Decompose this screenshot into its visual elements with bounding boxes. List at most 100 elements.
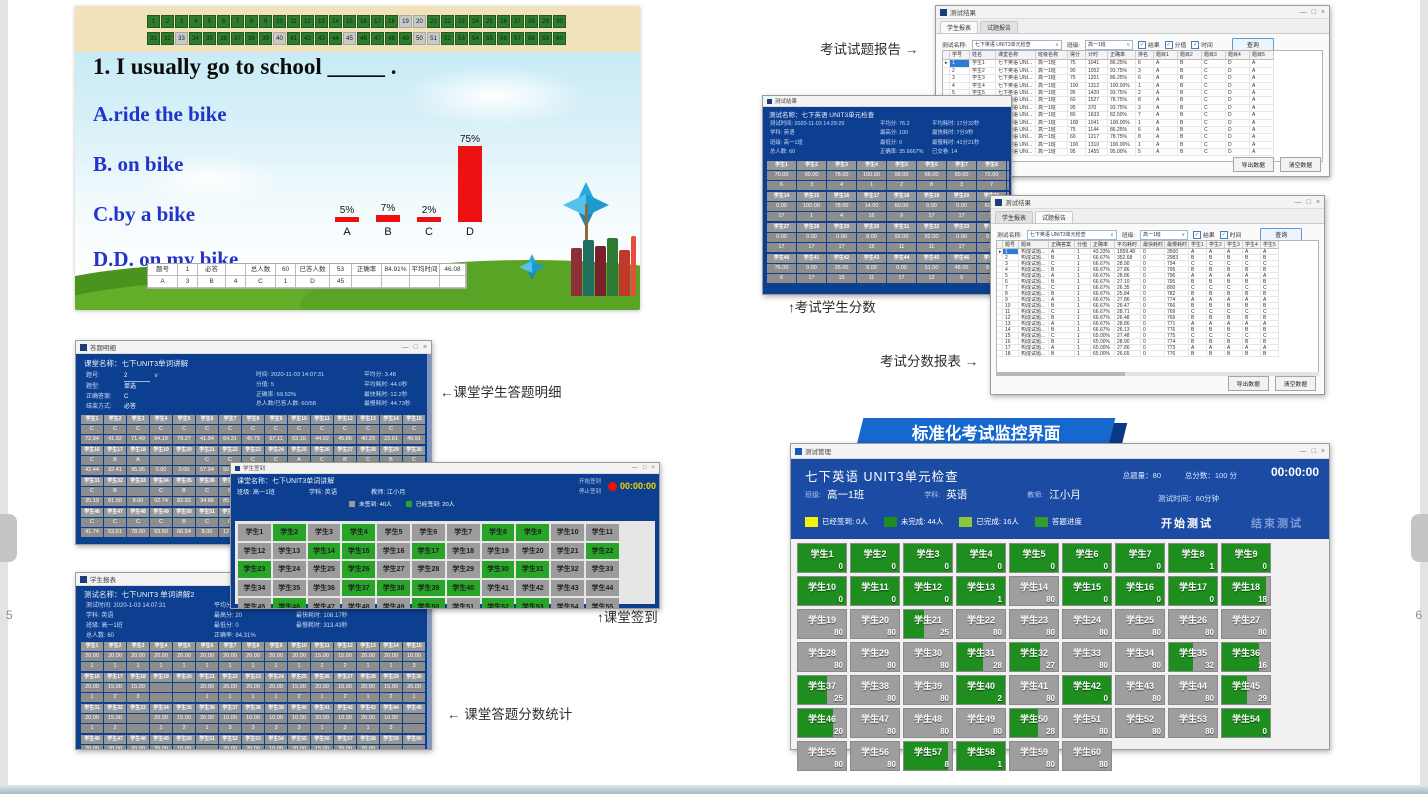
column-header[interactable]: 正确率: [1108, 51, 1136, 61]
question-number-cell[interactable]: 54: [469, 32, 482, 45]
monitor-student-cell[interactable]: 学生41 80: [1009, 675, 1059, 705]
monitor-student-cell[interactable]: 学生31 28: [956, 642, 1006, 672]
monitor-student-cell[interactable]: 学生32 27: [1009, 642, 1059, 672]
sign-student-cell[interactable]: 学生44: [585, 579, 619, 597]
page-number-right[interactable]: 6: [1415, 608, 1422, 622]
checkbox-checked-icon[interactable]: ✓: [1138, 40, 1147, 49]
question-number-cell[interactable]: 44: [329, 32, 342, 45]
monitor-student-cell[interactable]: 学生39 80: [903, 675, 953, 705]
column-header[interactable]: 学生5: [1261, 241, 1279, 249]
column-header[interactable]: 得分: [1068, 51, 1086, 61]
table-row[interactable]: 3 构成试题... C 1 66.67% 28.90 0 794 C C C C C: [997, 261, 1318, 267]
column-header[interactable]: 学生2: [1207, 241, 1225, 249]
table-row[interactable]: 14 构成试题... B 1 66.67% 26.13 0 776 B B B B B: [997, 327, 1318, 333]
question-number-cell[interactable]: 6: [217, 15, 230, 28]
maximize-icon[interactable]: □: [1311, 447, 1316, 455]
question-number-cell[interactable]: 58: [525, 32, 538, 45]
question-number-cell[interactable]: 27: [511, 15, 524, 28]
question-number-cell[interactable]: 59: [539, 32, 552, 45]
question-number-cell[interactable]: 16: [357, 15, 370, 28]
sign-student-cell[interactable]: 学生1: [238, 524, 271, 541]
sign-student-cell[interactable]: 学生37: [342, 579, 376, 597]
column-header[interactable]: 最快耗时: [1141, 241, 1165, 249]
test-name-select[interactable]: 七下英语 UNIT3单元检查 ∨: [1026, 229, 1117, 240]
sign-student-cell[interactable]: 学生45: [238, 598, 271, 608]
monitor-student-cell[interactable]: 学生22 80: [956, 609, 1006, 639]
sign-student-cell[interactable]: 学生28: [411, 561, 445, 578]
question-number-cell[interactable]: 20: [413, 15, 426, 28]
question-number-cell[interactable]: 11: [287, 15, 300, 28]
monitor-student-cell[interactable]: 学生26 80: [1168, 609, 1218, 639]
maximize-icon[interactable]: □: [1306, 198, 1311, 206]
monitor-student-cell[interactable]: 学生42 0: [1062, 675, 1112, 705]
question-number-cell[interactable]: 7: [231, 15, 244, 28]
monitor-student-cell[interactable]: 学生5 0: [1009, 543, 1059, 573]
question-number-cell[interactable]: 47: [371, 32, 384, 45]
monitor-student-cell[interactable]: 学生21 25: [903, 609, 953, 639]
monitor-student-cell[interactable]: 学生60 80: [1062, 741, 1112, 771]
column-header[interactable]: 题目3: [1202, 51, 1226, 61]
sign-student-cell[interactable]: 学生21: [551, 542, 584, 560]
question-number-cell[interactable]: 45: [343, 32, 356, 45]
checkbox-checked-icon[interactable]: ✓: [1164, 40, 1173, 49]
table-row[interactable]: 7 构成试题... C 1 66.67% 26.35 0 800 C C C C C: [997, 285, 1318, 291]
class-select[interactable]: 高一1班 ∨: [1140, 229, 1189, 240]
monitor-student-cell[interactable]: 学生46 20: [797, 708, 847, 738]
monitor-student-cell[interactable]: 学生19 80: [797, 609, 847, 639]
table-row[interactable]: 15 构成试题... C 1 65.00% 27.48 0 775 C C C C C: [997, 333, 1318, 339]
question-number-cell[interactable]: 22: [441, 15, 454, 28]
monitor-student-cell[interactable]: 学生33 80: [1062, 642, 1112, 672]
monitor-student-cell[interactable]: 学生58 1: [956, 741, 1006, 771]
question-number-cell[interactable]: 12: [301, 15, 314, 28]
monitor-student-cell[interactable]: 学生6 0: [1062, 543, 1112, 573]
question-number-cell[interactable]: 32: [161, 32, 174, 45]
close-icon[interactable]: ×: [651, 465, 655, 471]
minimize-icon[interactable]: —: [401, 343, 409, 351]
monitor-student-cell[interactable]: 学生59 80: [1009, 741, 1059, 771]
question-number-cell[interactable]: 31: [147, 32, 160, 45]
window-titlebar[interactable]: 测试结果: [763, 96, 1011, 107]
question-number-cell[interactable]: 10: [273, 15, 286, 28]
question-number-cell[interactable]: 8: [245, 15, 258, 28]
window-titlebar[interactable]: 测试管理 — □ ×: [791, 444, 1329, 459]
start-test-button[interactable]: 开始测试: [1161, 518, 1213, 530]
sign-student-cell[interactable]: 学生33: [585, 561, 619, 578]
sign-student-cell[interactable]: 学生43: [551, 579, 584, 597]
table-row[interactable]: ▸ 1 构成试题... A 1 43.33% 1559.48 0 3500 A A A A A: [997, 249, 1318, 255]
monitor-student-cell[interactable]: 学生44 80: [1168, 675, 1218, 705]
monitor-student-cell[interactable]: 学生23 80: [1009, 609, 1059, 639]
column-header[interactable]: 计时: [1086, 51, 1108, 61]
sign-student-cell[interactable]: 学生7: [446, 524, 480, 541]
monitor-student-cell[interactable]: 学生8 1: [1168, 543, 1218, 573]
monitor-student-cell[interactable]: 学生3 0: [903, 543, 953, 573]
table-row[interactable]: ▸ 1 学生1 七下英语 UNI... 高一1班 75 1041 86.25% 6 A B C D A: [943, 60, 1322, 68]
question-number-cell[interactable]: 18: [385, 15, 398, 28]
question-number-cell[interactable]: 49: [399, 32, 412, 45]
question-number-cell[interactable]: 14: [329, 15, 342, 28]
sign-student-cell[interactable]: 学生47: [307, 598, 341, 608]
sign-student-cell[interactable]: 学生39: [411, 579, 445, 597]
monitor-student-cell[interactable]: 学生48 80: [903, 708, 953, 738]
monitor-student-cell[interactable]: 学生53 80: [1168, 708, 1218, 738]
close-icon[interactable]: ×: [422, 343, 427, 351]
sign-student-cell[interactable]: 学生8: [481, 524, 515, 541]
table-row[interactable]: 6 构成试题... B 1 66.67% 27.10 0 795 B B B B B: [997, 279, 1318, 285]
sign-student-cell[interactable]: 学生23: [238, 561, 271, 578]
sign-student-cell[interactable]: 学生10: [551, 524, 584, 541]
sign-student-cell[interactable]: 学生54: [551, 598, 584, 608]
monitor-student-cell[interactable]: 学生34 80: [1115, 642, 1165, 672]
sign-student-cell[interactable]: 学生15: [342, 542, 376, 560]
monitor-student-cell[interactable]: 学生47 80: [850, 708, 900, 738]
table-row[interactable]: 13 构成试题... A 1 66.67% 28.86 0 771 A A A A A: [997, 321, 1318, 327]
question-number-cell[interactable]: 37: [231, 32, 244, 45]
monitor-student-cell[interactable]: 学生16 0: [1115, 576, 1165, 606]
tab-student-report[interactable]: 学生报表: [995, 211, 1034, 223]
sign-student-cell[interactable]: 学生13: [272, 542, 306, 560]
class-select[interactable]: 高一1班 ∨: [1085, 39, 1134, 50]
monitor-student-cell[interactable]: 学生20 80: [850, 609, 900, 639]
clear-data-button[interactable]: 清空数据: [1279, 157, 1321, 172]
sign-student-cell[interactable]: 学生26: [342, 561, 376, 578]
column-header[interactable]: [997, 241, 1003, 249]
monitor-student-cell[interactable]: 学生15 0: [1062, 576, 1112, 606]
column-header[interactable]: 题目: [1019, 241, 1049, 249]
